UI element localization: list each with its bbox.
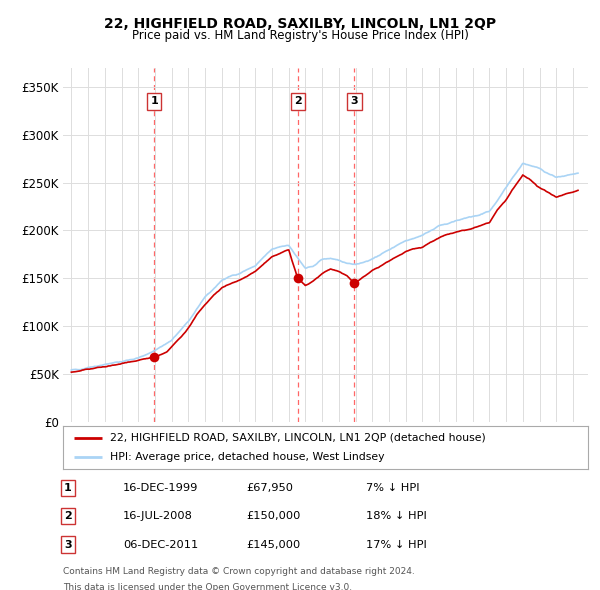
Text: 7% ↓ HPI: 7% ↓ HPI xyxy=(366,483,419,493)
Text: Price paid vs. HM Land Registry's House Price Index (HPI): Price paid vs. HM Land Registry's House … xyxy=(131,30,469,42)
Text: £150,000: £150,000 xyxy=(246,512,301,521)
Text: 22, HIGHFIELD ROAD, SAXILBY, LINCOLN, LN1 2QP: 22, HIGHFIELD ROAD, SAXILBY, LINCOLN, LN… xyxy=(104,17,496,31)
Text: 3: 3 xyxy=(64,540,71,549)
Text: £67,950: £67,950 xyxy=(246,483,293,493)
Text: 18% ↓ HPI: 18% ↓ HPI xyxy=(366,512,427,521)
Text: 22, HIGHFIELD ROAD, SAXILBY, LINCOLN, LN1 2QP (detached house): 22, HIGHFIELD ROAD, SAXILBY, LINCOLN, LN… xyxy=(110,432,486,442)
Text: 16-JUL-2008: 16-JUL-2008 xyxy=(123,512,193,521)
Text: 17% ↓ HPI: 17% ↓ HPI xyxy=(366,540,427,549)
Text: 16-DEC-1999: 16-DEC-1999 xyxy=(123,483,199,493)
Text: 1: 1 xyxy=(151,96,158,106)
Text: Contains HM Land Registry data © Crown copyright and database right 2024.: Contains HM Land Registry data © Crown c… xyxy=(63,567,415,576)
Text: 2: 2 xyxy=(64,512,71,521)
Text: This data is licensed under the Open Government Licence v3.0.: This data is licensed under the Open Gov… xyxy=(63,583,352,590)
Text: 3: 3 xyxy=(350,96,358,106)
Text: HPI: Average price, detached house, West Lindsey: HPI: Average price, detached house, West… xyxy=(110,453,385,463)
Text: 06-DEC-2011: 06-DEC-2011 xyxy=(123,540,198,549)
Text: 2: 2 xyxy=(294,96,302,106)
Text: £145,000: £145,000 xyxy=(246,540,300,549)
Text: 1: 1 xyxy=(64,483,71,493)
